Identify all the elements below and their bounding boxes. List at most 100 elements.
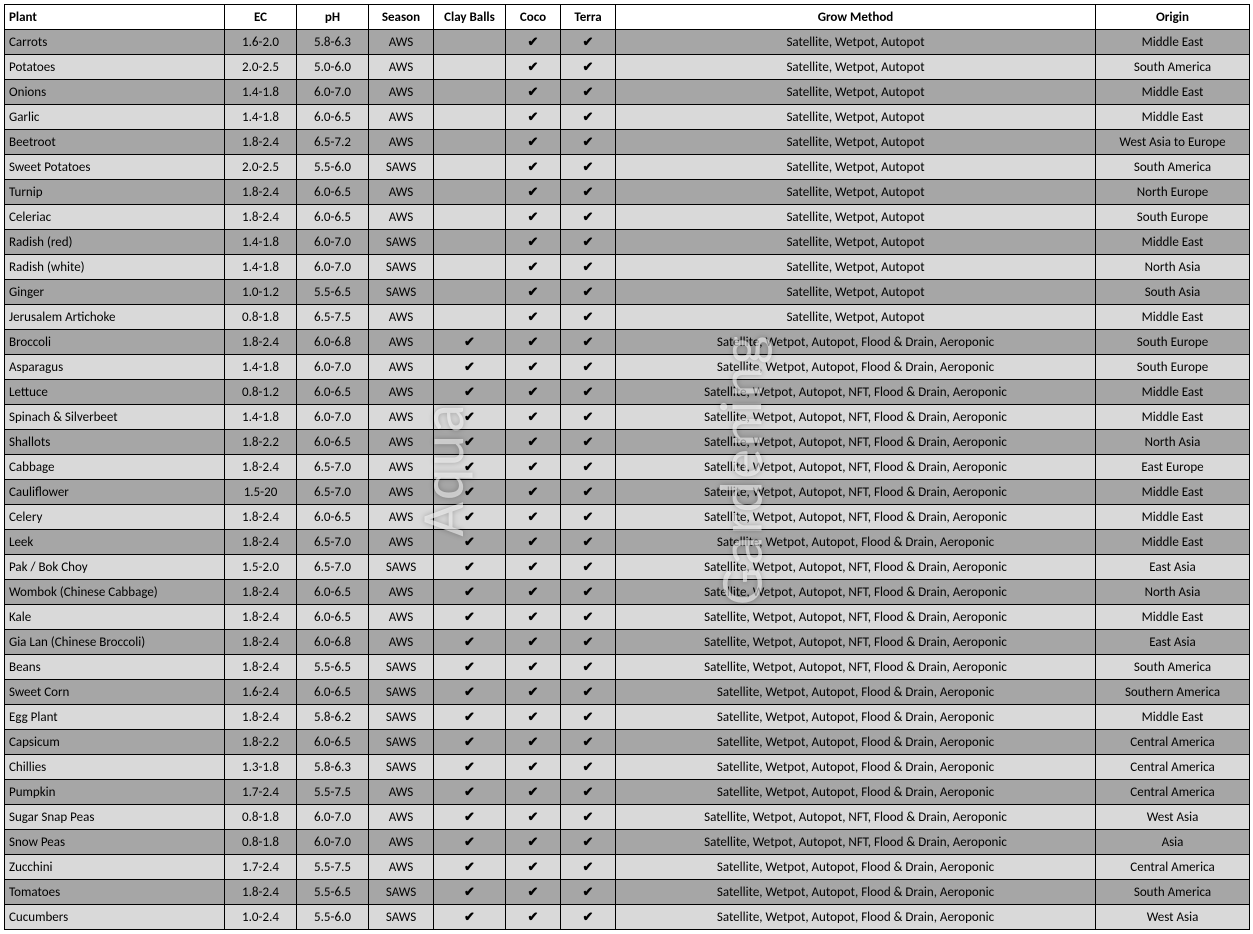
- cell-clay: ✔: [434, 455, 506, 480]
- cell-terra: ✔: [561, 905, 616, 930]
- cell-season: AWS: [369, 105, 434, 130]
- check-icon: ✔: [528, 34, 539, 49]
- check-icon: ✔: [583, 84, 594, 99]
- check-icon: ✔: [583, 309, 594, 324]
- table-row: Radish (white)1.4-1.86.0-7.0SAWS✔✔Satell…: [5, 255, 1250, 280]
- cell-clay: [434, 255, 506, 280]
- cell-season: SAWS: [369, 255, 434, 280]
- cell-plant: Kale: [5, 605, 225, 630]
- cell-plant: Zucchini: [5, 855, 225, 880]
- cell-season: AWS: [369, 205, 434, 230]
- check-icon: ✔: [528, 684, 539, 699]
- cell-ph: 6.0-6.5: [297, 105, 369, 130]
- cell-coco: ✔: [506, 630, 561, 655]
- cell-ph: 5.5-7.5: [297, 780, 369, 805]
- cell-clay: [434, 280, 506, 305]
- cell-season: AWS: [369, 505, 434, 530]
- cell-season: AWS: [369, 855, 434, 880]
- cell-ec: 1.4-1.8: [225, 255, 297, 280]
- check-icon: ✔: [528, 809, 539, 824]
- cell-clay: ✔: [434, 655, 506, 680]
- cell-origin: Central America: [1096, 755, 1250, 780]
- cell-ec: 1.4-1.8: [225, 405, 297, 430]
- cell-coco: ✔: [506, 280, 561, 305]
- check-icon: ✔: [583, 634, 594, 649]
- cell-origin: North Asia: [1096, 580, 1250, 605]
- check-icon: ✔: [583, 559, 594, 574]
- check-icon: ✔: [464, 409, 475, 424]
- check-icon: ✔: [583, 909, 594, 924]
- cell-season: AWS: [369, 180, 434, 205]
- check-icon: ✔: [528, 784, 539, 799]
- col-header-ph: pH: [297, 5, 369, 30]
- cell-ph: 6.0-7.0: [297, 355, 369, 380]
- cell-season: SAWS: [369, 680, 434, 705]
- cell-origin: Southern America: [1096, 680, 1250, 705]
- cell-ph: 5.5-6.5: [297, 655, 369, 680]
- cell-ec: 1.0-1.2: [225, 280, 297, 305]
- cell-plant: Pak / Bok Choy: [5, 555, 225, 580]
- check-icon: ✔: [464, 359, 475, 374]
- cell-ec: 1.8-2.2: [225, 430, 297, 455]
- cell-coco: ✔: [506, 205, 561, 230]
- check-icon: ✔: [464, 759, 475, 774]
- cell-coco: ✔: [506, 130, 561, 155]
- table-row: Zucchini1.7-2.45.5-7.5AWS✔✔✔Satellite, W…: [5, 855, 1250, 880]
- cell-clay: ✔: [434, 605, 506, 630]
- cell-ec: 1.8-2.4: [225, 630, 297, 655]
- table-row: Jerusalem Artichoke0.8-1.86.5-7.5AWS✔✔Sa…: [5, 305, 1250, 330]
- table-row: Egg Plant1.8-2.45.8-6.2SAWS✔✔✔Satellite,…: [5, 705, 1250, 730]
- check-icon: ✔: [583, 534, 594, 549]
- cell-method: Satellite, Wetpot, Autopot: [616, 255, 1096, 280]
- cell-plant: Sweet Corn: [5, 680, 225, 705]
- cell-method: Satellite, Wetpot, Autopot: [616, 205, 1096, 230]
- check-icon: ✔: [528, 559, 539, 574]
- cell-terra: ✔: [561, 505, 616, 530]
- check-icon: ✔: [528, 659, 539, 674]
- cell-ec: 1.8-2.4: [225, 180, 297, 205]
- cell-method: Satellite, Wetpot, Autopot: [616, 130, 1096, 155]
- cell-origin: Middle East: [1096, 80, 1250, 105]
- cell-coco: ✔: [506, 230, 561, 255]
- cell-coco: ✔: [506, 430, 561, 455]
- table-row: Beans1.8-2.45.5-6.5SAWS✔✔✔Satellite, Wet…: [5, 655, 1250, 680]
- cell-season: AWS: [369, 430, 434, 455]
- check-icon: ✔: [464, 334, 475, 349]
- cell-method: Satellite, Wetpot, Autopot, Flood & Drai…: [616, 755, 1096, 780]
- cell-ec: 1.3-1.8: [225, 755, 297, 780]
- cell-ec: 1.4-1.8: [225, 355, 297, 380]
- check-icon: ✔: [583, 259, 594, 274]
- cell-terra: ✔: [561, 130, 616, 155]
- cell-season: AWS: [369, 355, 434, 380]
- cell-clay: [434, 105, 506, 130]
- cell-ec: 1.8-2.4: [225, 130, 297, 155]
- col-header-coco: Coco: [506, 5, 561, 30]
- cell-clay: ✔: [434, 730, 506, 755]
- check-icon: ✔: [583, 809, 594, 824]
- check-icon: ✔: [528, 284, 539, 299]
- cell-plant: Gia Lan (Chinese Broccoli): [5, 630, 225, 655]
- check-icon: ✔: [583, 659, 594, 674]
- cell-coco: ✔: [506, 755, 561, 780]
- table-row: Ginger1.0-1.25.5-6.5SAWS✔✔Satellite, Wet…: [5, 280, 1250, 305]
- cell-method: Satellite, Wetpot, Autopot, NFT, Flood &…: [616, 430, 1096, 455]
- check-icon: ✔: [528, 259, 539, 274]
- cell-method: Satellite, Wetpot, Autopot: [616, 305, 1096, 330]
- check-icon: ✔: [583, 784, 594, 799]
- check-icon: ✔: [528, 159, 539, 174]
- cell-method: Satellite, Wetpot, Autopot, Flood & Drai…: [616, 705, 1096, 730]
- cell-terra: ✔: [561, 555, 616, 580]
- cell-ec: 0.8-1.2: [225, 380, 297, 405]
- cell-season: SAWS: [369, 555, 434, 580]
- cell-plant: Capsicum: [5, 730, 225, 755]
- check-icon: ✔: [583, 609, 594, 624]
- cell-ec: 1.8-2.4: [225, 880, 297, 905]
- table-row: Cabbage1.8-2.46.5-7.0AWS✔✔✔Satellite, We…: [5, 455, 1250, 480]
- cell-origin: Central America: [1096, 855, 1250, 880]
- table-row: Wombok (Chinese Cabbage)1.8-2.46.0-6.5AW…: [5, 580, 1250, 605]
- cell-coco: ✔: [506, 705, 561, 730]
- cell-coco: ✔: [506, 855, 561, 880]
- check-icon: ✔: [464, 384, 475, 399]
- check-icon: ✔: [528, 234, 539, 249]
- check-icon: ✔: [464, 809, 475, 824]
